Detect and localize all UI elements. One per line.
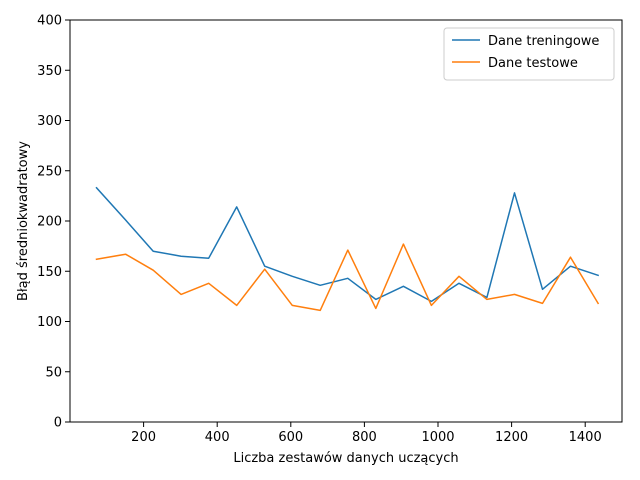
- series-layer: [95, 186, 600, 312]
- x-tick-label: 200: [131, 430, 156, 445]
- y-tick-label: 350: [37, 64, 62, 79]
- x-tick-label: 1400: [569, 430, 602, 445]
- y-tick-label: 200: [37, 215, 62, 230]
- legend-label-0: Dane treningowe: [488, 34, 599, 49]
- x-tick-label: 1000: [421, 430, 454, 445]
- series-line-0: [95, 186, 600, 303]
- y-tick-label: 50: [45, 365, 62, 380]
- x-axis-label: Liczba zestawów danych uczących: [233, 451, 458, 466]
- x-tick-label: 1200: [495, 430, 528, 445]
- y-tick-label: 0: [54, 416, 62, 431]
- legend-box: [443, 27, 615, 81]
- legend: Dane treningowe Dane testowe: [443, 27, 615, 81]
- x-tick-label: 800: [352, 430, 377, 445]
- x-tick-label: 600: [278, 430, 303, 445]
- plot-area: [70, 20, 622, 422]
- y-tick-label: 250: [37, 164, 62, 179]
- y-tick-label: 400: [37, 14, 62, 29]
- series-line-1: [95, 243, 600, 312]
- axes-layer: 200 400 600 800 1000 1200 1400 0 50 100 150 200 250 3…: [37, 14, 623, 445]
- y-axis-label: Błąd średniokwadratowy: [16, 141, 31, 301]
- legend-label-1: Dane testowe: [488, 56, 578, 71]
- y-tick-label: 300: [37, 114, 62, 129]
- y-tick-label: 150: [37, 265, 62, 280]
- y-tick-label: 100: [37, 315, 62, 330]
- x-tick-label: 400: [205, 430, 230, 445]
